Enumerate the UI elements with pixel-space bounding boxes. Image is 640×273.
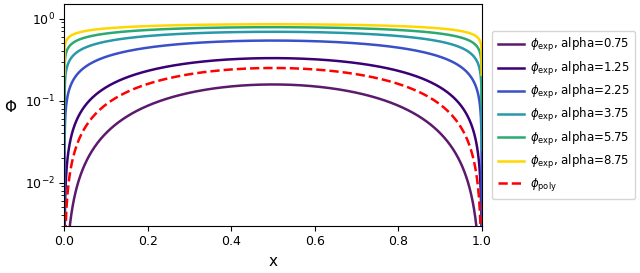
Y-axis label: $\Phi$: $\Phi$ xyxy=(4,99,17,115)
Legend: $\phi_{\sf exp}$, alpha=0.75, $\phi_{\sf exp}$, alpha=1.25, $\phi_{\sf exp}$, al: $\phi_{\sf exp}$, alpha=0.75, $\phi_{\sf… xyxy=(492,31,635,199)
X-axis label: x: x xyxy=(269,254,278,269)
